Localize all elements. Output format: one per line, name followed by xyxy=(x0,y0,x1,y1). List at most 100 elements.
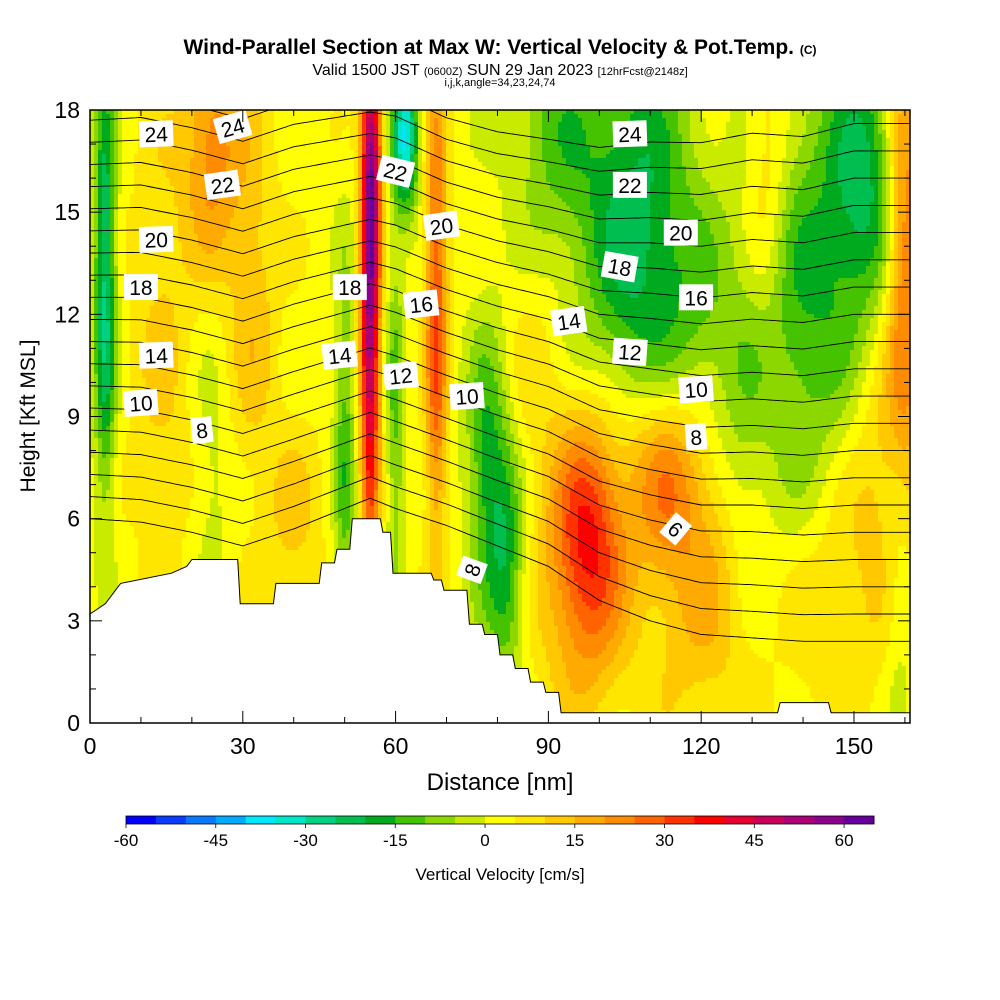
velocity-cell xyxy=(738,274,775,279)
velocity-cell xyxy=(650,194,671,199)
velocity-cell xyxy=(442,130,447,135)
velocity-cell xyxy=(442,158,447,163)
velocity-cell xyxy=(374,350,379,355)
velocity-cell xyxy=(386,230,391,235)
velocity-cell xyxy=(218,378,231,383)
velocity-cell xyxy=(94,390,99,395)
velocity-cell xyxy=(886,378,895,383)
velocity-cell xyxy=(562,150,591,155)
velocity-cell xyxy=(218,410,231,415)
velocity-cell xyxy=(354,394,359,399)
velocity-cell xyxy=(518,398,607,403)
velocity-cell xyxy=(382,342,387,347)
velocity-cell xyxy=(870,294,879,299)
velocity-cell xyxy=(194,146,207,151)
velocity-cell xyxy=(354,254,359,259)
velocity-cell xyxy=(826,158,839,163)
velocity-cell xyxy=(870,398,879,403)
velocity-cell xyxy=(394,334,399,339)
velocity-cell xyxy=(382,182,387,187)
velocity-cell xyxy=(890,118,895,123)
velocity-cell xyxy=(398,118,403,123)
velocity-cell xyxy=(590,426,607,431)
velocity-cell xyxy=(358,322,363,327)
velocity-cell xyxy=(898,194,907,199)
velocity-cell xyxy=(610,378,635,383)
velocity-cell xyxy=(870,170,879,175)
velocity-cell xyxy=(630,118,667,123)
velocity-cell xyxy=(590,410,615,415)
velocity-cell xyxy=(338,378,351,383)
velocity-cell xyxy=(118,386,123,391)
velocity-cell xyxy=(594,238,607,243)
velocity-cell xyxy=(434,146,443,151)
velocity-cell xyxy=(234,310,271,315)
velocity-cell xyxy=(114,266,119,271)
velocity-cell xyxy=(378,378,383,383)
velocity-cell xyxy=(418,410,423,415)
velocity-cell xyxy=(438,302,443,307)
velocity-cell xyxy=(398,210,411,215)
velocity-cell xyxy=(306,226,331,231)
velocity-cell xyxy=(98,198,103,203)
velocity-cell xyxy=(102,226,111,231)
velocity-cell xyxy=(818,130,831,135)
velocity-cell xyxy=(454,238,507,243)
velocity-cell xyxy=(90,402,95,407)
velocity-cell xyxy=(798,146,815,151)
velocity-cell xyxy=(894,302,899,307)
velocity-cell xyxy=(358,206,363,211)
velocity-cell xyxy=(466,378,475,383)
velocity-cell xyxy=(414,118,419,123)
velocity-cell xyxy=(874,314,879,319)
velocity-cell xyxy=(878,422,891,427)
velocity-cell xyxy=(366,194,371,199)
velocity-cell xyxy=(630,350,683,355)
velocity-cell xyxy=(446,122,455,127)
velocity-cell xyxy=(426,394,431,399)
velocity-cell xyxy=(350,334,355,339)
velocity-cell xyxy=(426,178,431,183)
velocity-cell xyxy=(358,182,363,187)
velocity-cell xyxy=(454,210,503,215)
velocity-cell xyxy=(366,126,371,131)
velocity-cell xyxy=(638,334,667,339)
velocity-cell xyxy=(374,366,379,371)
velocity-cell xyxy=(114,258,119,263)
velocity-cell xyxy=(878,350,887,355)
velocity-cell xyxy=(650,218,671,223)
velocity-cell xyxy=(386,426,391,431)
velocity-cell xyxy=(130,338,147,343)
velocity-cell xyxy=(682,162,699,167)
velocity-cell xyxy=(566,342,595,347)
velocity-cell xyxy=(466,310,503,315)
velocity-cell xyxy=(342,258,347,263)
velocity-cell xyxy=(114,394,119,399)
velocity-cell xyxy=(442,110,447,115)
velocity-cell xyxy=(450,342,455,347)
velocity-cell xyxy=(586,270,599,275)
velocity-cell xyxy=(114,130,119,135)
velocity-cell xyxy=(438,298,443,303)
velocity-cell xyxy=(698,158,747,163)
velocity-cell xyxy=(358,266,363,271)
velocity-cell xyxy=(446,178,455,183)
velocity-cell xyxy=(446,294,451,299)
velocity-cell xyxy=(842,382,855,387)
velocity-cell xyxy=(438,374,443,379)
velocity-cell xyxy=(406,282,423,287)
velocity-cell xyxy=(886,390,895,395)
velocity-cell xyxy=(234,314,271,319)
velocity-cell xyxy=(434,282,443,287)
velocity-cell xyxy=(414,114,419,119)
velocity-cell xyxy=(118,246,127,251)
velocity-cell xyxy=(330,266,343,271)
velocity-cell xyxy=(786,230,799,235)
velocity-cell xyxy=(562,118,583,123)
velocity-cell xyxy=(394,190,399,195)
velocity-cell xyxy=(350,110,359,115)
velocity-cell xyxy=(886,258,891,263)
velocity-cell xyxy=(354,154,359,159)
velocity-cell xyxy=(390,410,395,415)
velocity-cell xyxy=(866,410,879,415)
